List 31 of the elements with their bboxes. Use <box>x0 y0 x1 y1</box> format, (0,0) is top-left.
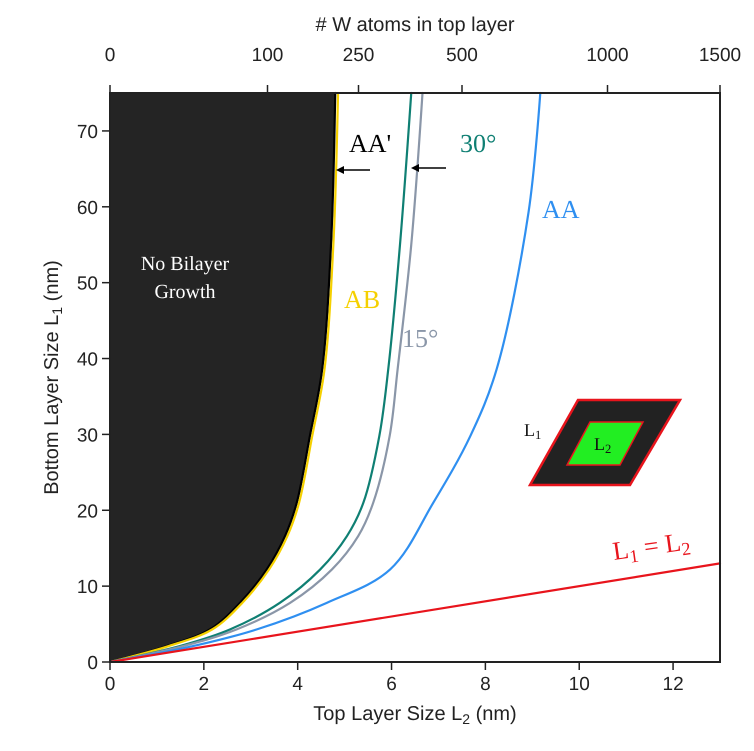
text: 1500 <box>698 45 742 66</box>
x-tick-label: 2 <box>198 674 210 695</box>
x-tick-label: 6 <box>386 674 397 695</box>
text: 100 <box>252 45 284 66</box>
series-label: 30° <box>460 129 496 158</box>
y-tick-label: 30 <box>76 425 98 446</box>
text: 500 <box>446 45 478 66</box>
y-tick-label: 50 <box>76 274 98 295</box>
text: 250 <box>342 45 374 66</box>
annotation: L$_{1}$ <box>524 420 542 442</box>
annotation: L$_{2}$ <box>594 434 612 456</box>
text: 0 <box>104 45 116 66</box>
y-tick-label: 20 <box>76 501 98 522</box>
annotation: No Bilayer Growth <box>140 253 230 303</box>
series-label: AA <box>542 195 580 224</box>
x-axis-title: Top Layer Size L$_{2}$ (nm) <box>313 703 517 726</box>
y-tick-label: 40 <box>76 350 98 371</box>
x-tick-label: 8 <box>480 674 491 695</box>
y-tick-label: 60 <box>76 198 98 219</box>
x-tick-label: 0 <box>104 674 116 695</box>
series-label: AB <box>344 285 380 314</box>
series-label: 15° <box>402 324 438 353</box>
text: 1000 <box>586 45 629 66</box>
y-tick-label: 0 <box>87 653 98 674</box>
y-tick-label: 10 <box>76 577 98 598</box>
x-tick-label: 12 <box>662 674 684 695</box>
x-tick-label: 10 <box>568 674 590 695</box>
y-tick-label: 70 <box>76 122 98 143</box>
x-tick-label: 4 <box>292 674 304 695</box>
series-label: AA' <box>349 129 392 158</box>
x2-axis-title: # W atoms in top layer <box>316 14 515 36</box>
